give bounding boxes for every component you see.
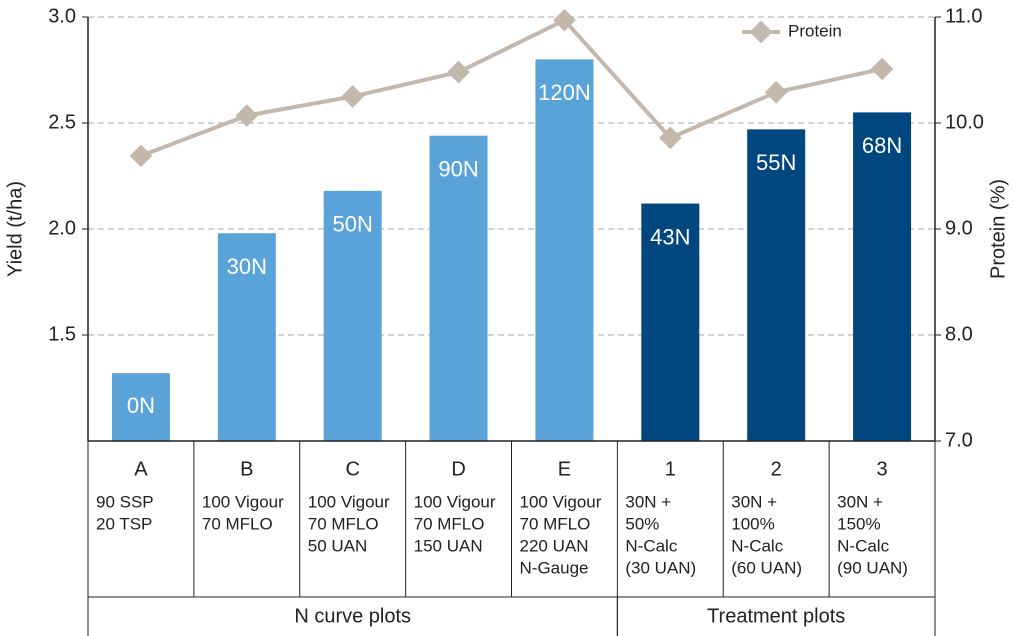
bar-label: 50N [333, 212, 373, 237]
bar-label: 0N [127, 393, 155, 418]
category-label: 1 [665, 458, 676, 480]
protein-line [140, 17, 883, 158]
category-description: 70 MFLO [520, 514, 591, 533]
bar-label: 43N [650, 224, 690, 249]
category-description: 90 SSP [96, 492, 154, 511]
protein-marker [764, 80, 788, 104]
category-description: 70 MFLO [414, 514, 485, 533]
bar [429, 135, 488, 441]
bar [217, 233, 276, 441]
category-description: (60 UAN) [731, 558, 802, 577]
y-tick-label: 2.0 [48, 217, 76, 239]
y2-tick-label: 7.0 [945, 429, 973, 451]
y2-tick-label: 10.0 [945, 111, 984, 133]
category-description: 20 TSP [96, 514, 152, 533]
bar [323, 190, 382, 441]
category-description: 30N + [837, 492, 883, 511]
category-description: 220 UAN [520, 536, 589, 555]
category-description: 70 MFLO [202, 514, 273, 533]
category-description: 70 MFLO [308, 514, 379, 533]
category-description: 30N + [731, 492, 777, 511]
protein-marker [447, 60, 470, 84]
category-label: 3 [877, 458, 888, 480]
bar [535, 59, 594, 442]
category-description: 100 Vigour [202, 492, 284, 511]
y-tick-label: 3.0 [48, 5, 76, 27]
protein-marker [235, 104, 259, 127]
protein-marker [129, 144, 153, 168]
category-description: (90 UAN) [837, 558, 908, 577]
category-description: N-Calc [837, 536, 889, 555]
protein-marker [870, 57, 894, 81]
category-description: 100 Vigour [308, 492, 390, 511]
category-label: B [240, 458, 253, 480]
y-axis-title: Yield (t/ha) [4, 181, 26, 277]
y2-axis-title: Protein (%) [987, 179, 1009, 279]
bar [641, 203, 700, 441]
category-description: 150 UAN [414, 536, 483, 555]
y2-tick-label: 11.0 [945, 5, 982, 27]
y2-tick-label: 8.0 [945, 323, 973, 345]
bar-label: 120N [538, 80, 591, 105]
category-description: 50% [625, 514, 659, 533]
category-label: C [345, 458, 359, 480]
protein-marker [341, 85, 365, 108]
group-label: N curve plots [294, 605, 411, 627]
bar [747, 129, 806, 442]
category-description: (30 UAN) [625, 558, 696, 577]
y2-tick-label: 9.0 [945, 217, 973, 239]
bar [111, 373, 170, 441]
category-label: D [451, 458, 465, 480]
y-tick-label: 1.5 [48, 323, 76, 345]
category-description: 100 Vigour [520, 492, 602, 511]
category-label: A [134, 458, 148, 480]
category-label: 2 [771, 458, 782, 480]
category-description: N-Calc [625, 536, 677, 555]
category-description: 150% [837, 514, 880, 533]
bar-label: 30N [227, 254, 267, 279]
category-description: 50 UAN [308, 536, 368, 555]
y-tick-label: 2.5 [48, 111, 76, 133]
category-description: 30N + [625, 492, 671, 511]
legend-marker [749, 20, 773, 44]
bar-label: 90N [438, 157, 478, 182]
bar-label: 68N [862, 133, 902, 158]
category-description: N-Gauge [520, 558, 589, 577]
category-description: N-Calc [731, 536, 783, 555]
bar [853, 112, 912, 442]
category-label: E [558, 458, 571, 480]
group-label: Treatment plots [707, 605, 845, 627]
bar-label: 55N [756, 150, 796, 175]
category-description: 100% [731, 514, 774, 533]
legend-label: Protein [788, 21, 842, 40]
category-description: 100 Vigour [414, 492, 496, 511]
